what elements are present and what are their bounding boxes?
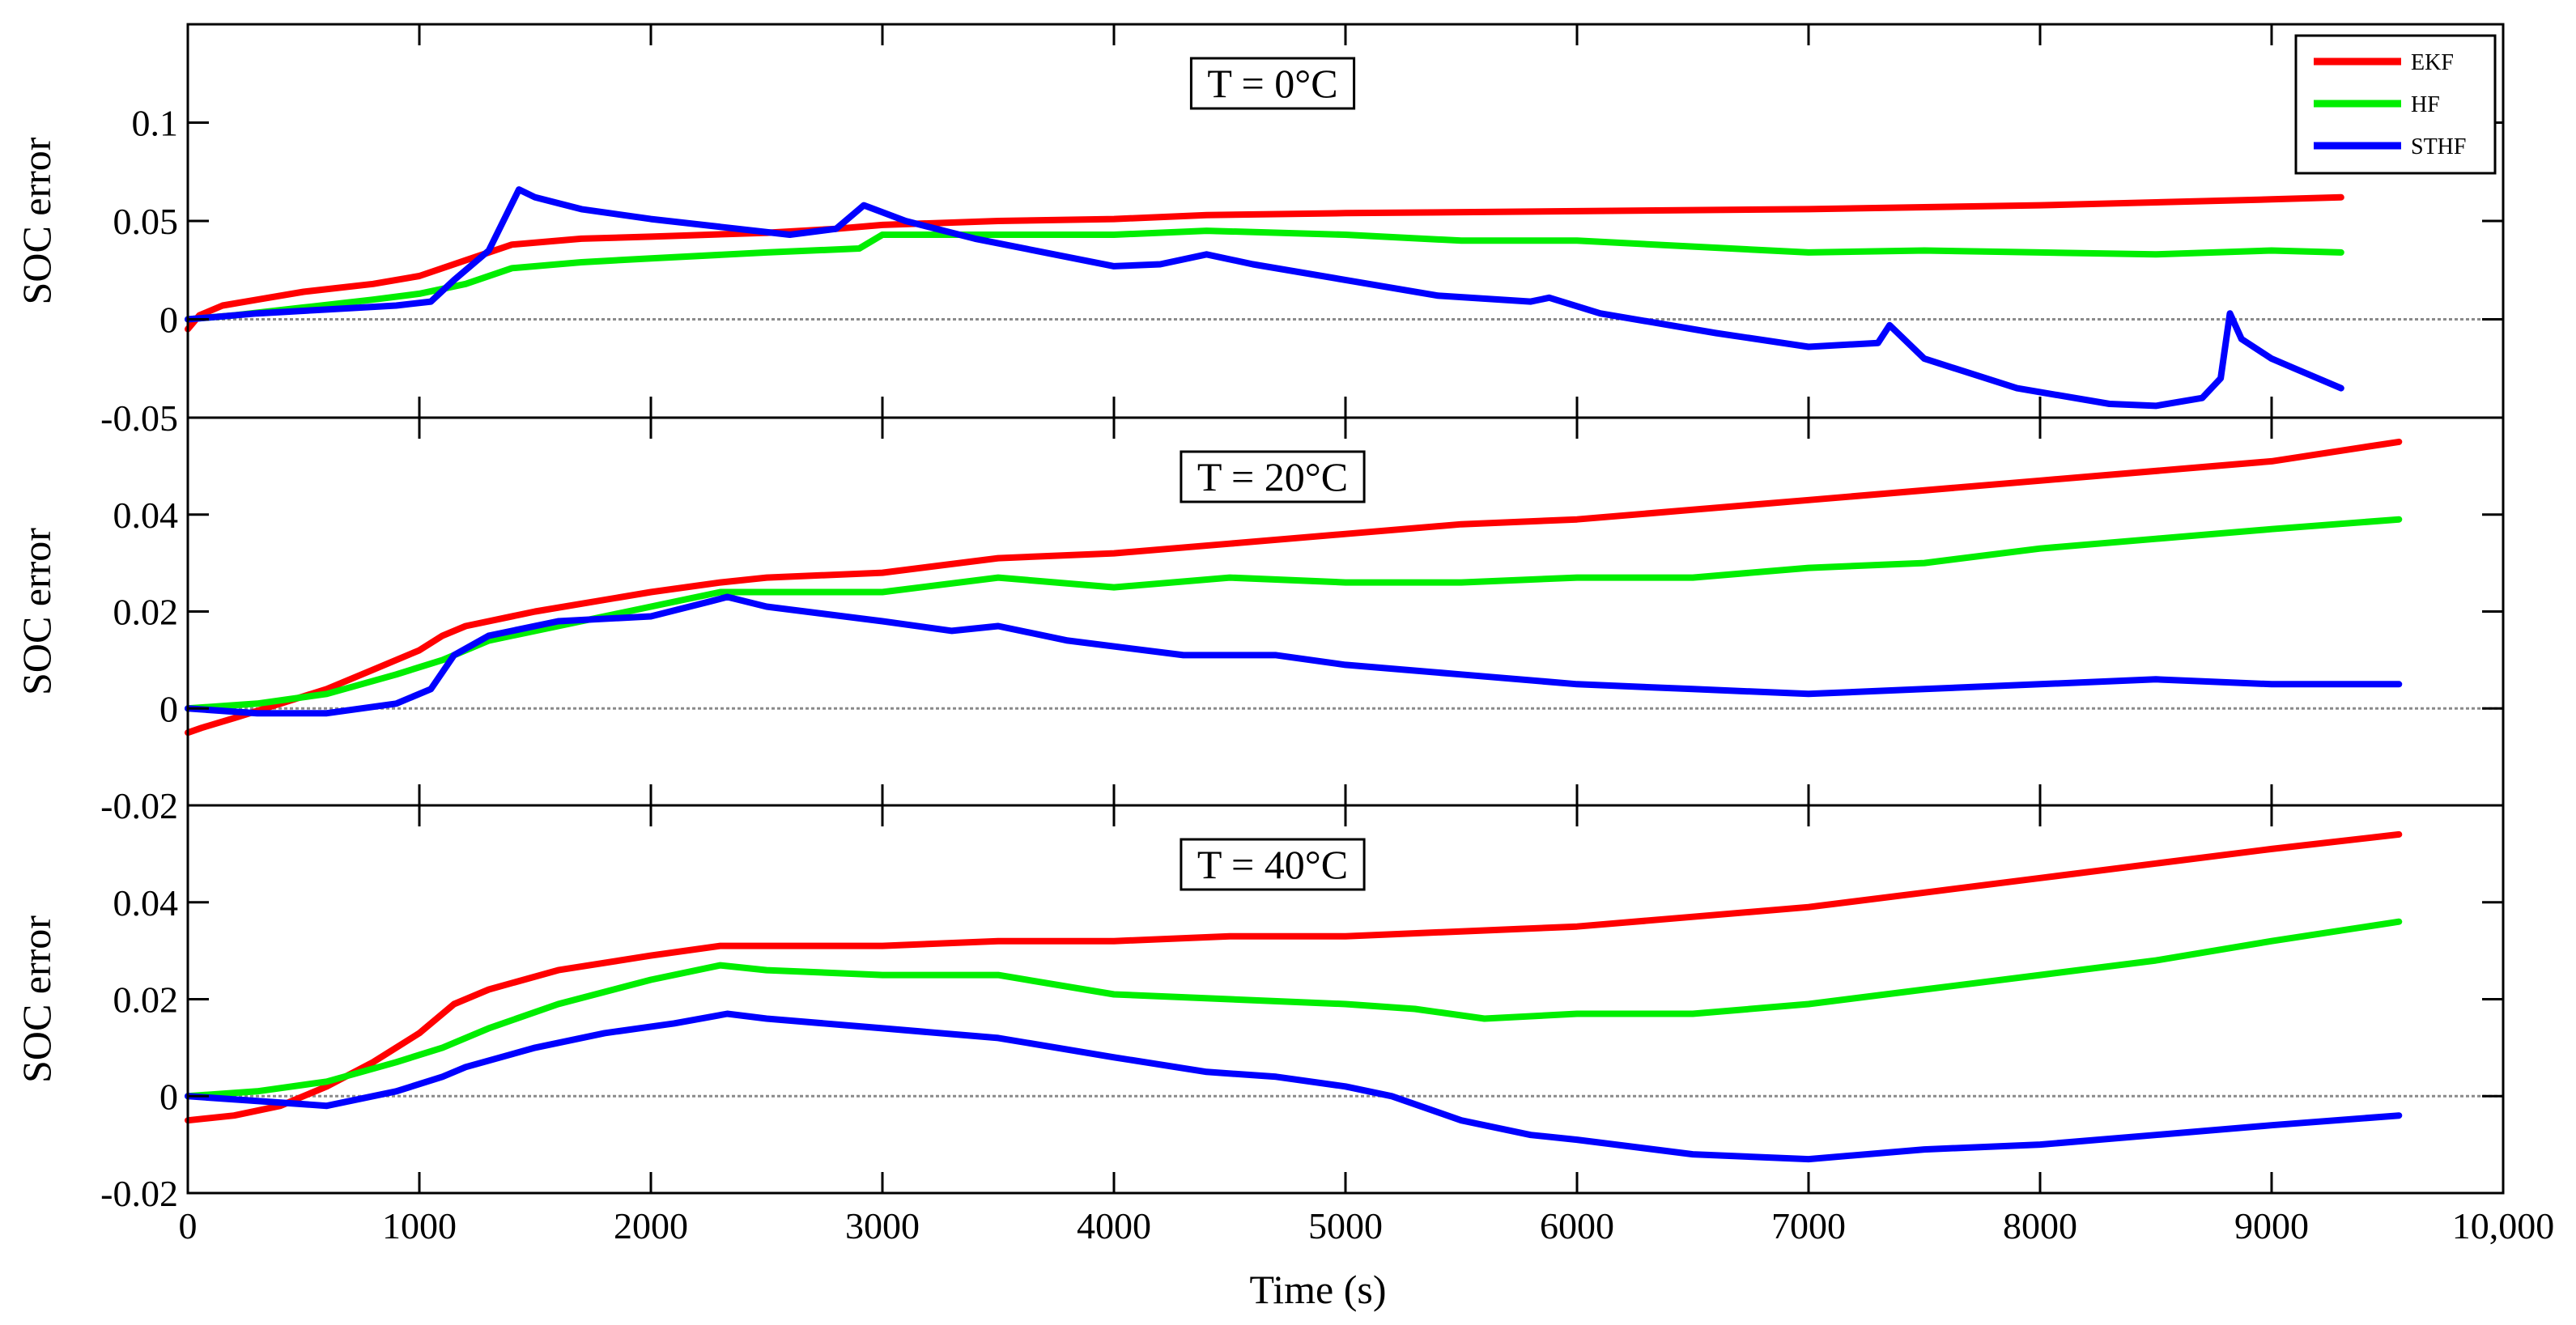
x-tick-label: 0 bbox=[179, 1205, 198, 1246]
y-tick-label: 0.1 bbox=[132, 103, 179, 144]
panel-title-frame bbox=[1180, 838, 1366, 891]
panel-title-box: T = 40°C bbox=[1180, 838, 1366, 891]
series-line-hf bbox=[185, 918, 2403, 1100]
series-line-ekf bbox=[185, 830, 2403, 1124]
panel-title-frame bbox=[1180, 450, 1366, 503]
y-tick-label: -0.02 bbox=[100, 785, 178, 826]
legend-label-ekf: EKF bbox=[2411, 50, 2454, 75]
x-tick-label: 3000 bbox=[845, 1205, 920, 1246]
y-tick-label: -0.05 bbox=[100, 397, 178, 439]
y-tick-label: 0 bbox=[159, 688, 178, 729]
y-tick-label: 0 bbox=[159, 1076, 178, 1117]
panels-group: -0.05 0 0.05 0.1 SOC error T = 0°C -0.02 0 0.02 0… bbox=[14, 23, 2505, 1214]
y-tick-label: 0 bbox=[159, 299, 178, 341]
y-axis-title: SOC error bbox=[14, 137, 59, 304]
panel-1: -0.05 0 0.05 0.1 SOC error T = 0°C bbox=[14, 23, 2505, 439]
x-tick-label: 4000 bbox=[1077, 1205, 1151, 1246]
panel-title: T = 20°C bbox=[1197, 454, 1348, 499]
series-line-sthf bbox=[185, 593, 2403, 717]
panel-2: -0.02 0 0.02 0.04 SOC error T = 20°C bbox=[14, 416, 2505, 826]
x-axis-title: Time (s) bbox=[1249, 1267, 1386, 1312]
x-tick-label: 6000 bbox=[1540, 1205, 1614, 1246]
panel-title-box: T = 20°C bbox=[1180, 450, 1366, 503]
series-line-hf bbox=[185, 516, 2403, 712]
y-tick-label: 0.02 bbox=[113, 592, 179, 633]
y-tick-label: 0.04 bbox=[113, 495, 179, 536]
y-tick-label: 0.04 bbox=[113, 882, 179, 924]
x-tick-label: 1000 bbox=[382, 1205, 457, 1246]
y-tick-label: 0.02 bbox=[113, 979, 179, 1021]
panel-title: T = 0°C bbox=[1207, 61, 1337, 106]
panel-title-box: T = 0°C bbox=[1189, 57, 1356, 110]
y-tick-label: 0.05 bbox=[113, 201, 179, 242]
panel-3: -0.02 0 0.02 0.04 SOC error T = 40°C bbox=[14, 804, 2505, 1214]
series-line-hf bbox=[185, 227, 2344, 323]
x-tick-label: 2000 bbox=[614, 1205, 688, 1246]
x-tick-label: 8000 bbox=[2003, 1205, 2077, 1246]
y-axis-title: SOC error bbox=[14, 528, 59, 695]
x-tick-label: 5000 bbox=[1308, 1205, 1383, 1246]
x-tick-label: 10,000 bbox=[2452, 1205, 2555, 1246]
y-axis-title: SOC error bbox=[14, 915, 59, 1083]
panel-title-frame bbox=[1189, 57, 1356, 110]
x-tick-label: 9000 bbox=[2234, 1205, 2309, 1246]
series-line-sthf bbox=[185, 1010, 2403, 1163]
x-tick-label: 7000 bbox=[1771, 1205, 1846, 1246]
y-tick-label: -0.02 bbox=[100, 1173, 178, 1214]
series-line-sthf bbox=[185, 186, 2344, 410]
series-line-ekf bbox=[185, 438, 2403, 737]
legend-label-hf: HF bbox=[2411, 92, 2440, 117]
x-axis: 0 1000 2000 3000 4000 5000 6000 7000 8000 9000 10,… bbox=[179, 1205, 2555, 1312]
legend: EKF HF STHF bbox=[2294, 34, 2497, 175]
panel-title: T = 40°C bbox=[1197, 842, 1348, 887]
legend-label-sthf: STHF bbox=[2411, 134, 2466, 159]
